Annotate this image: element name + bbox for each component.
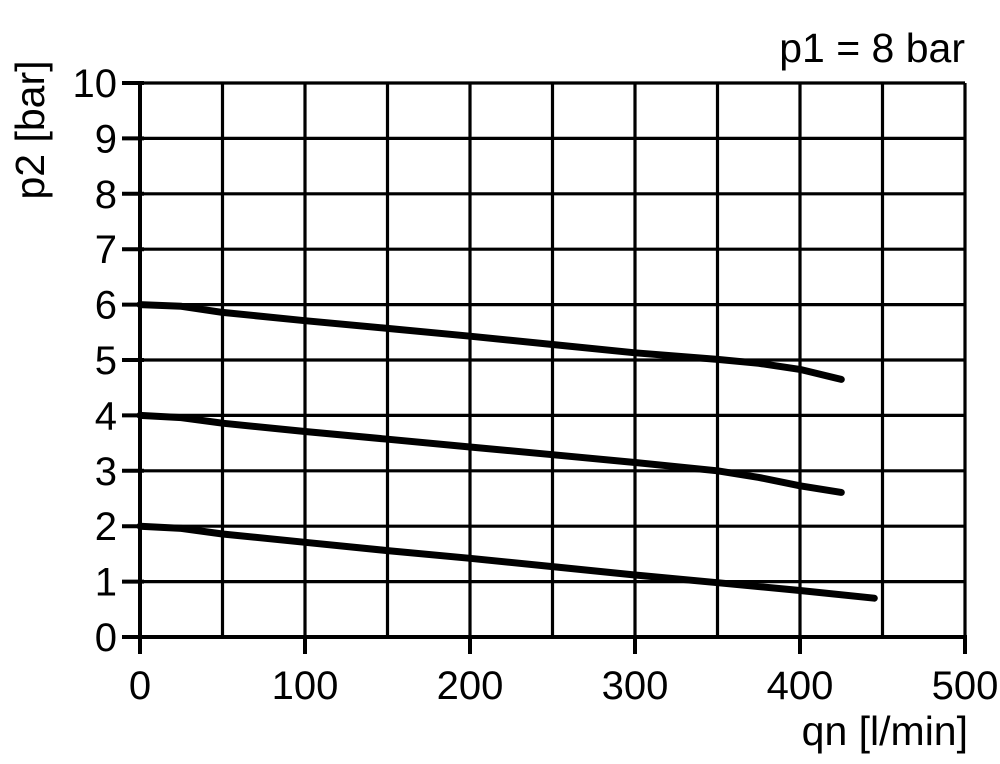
y-tick-label: 2 [95,505,117,549]
y-axis-label: p2 [bar] [7,60,53,199]
x-tick-label: 300 [602,664,669,708]
x-tick-label: 500 [932,664,999,708]
y-tick-label: 9 [95,117,117,161]
data-curve-curve-start-4-bar [136,411,845,496]
data-curves [136,301,878,602]
x-tick-label: 100 [272,664,339,708]
x-tick-label: 400 [767,664,834,708]
y-tick-label: 0 [95,616,117,660]
gridlines [138,81,967,639]
y-tick-label: 3 [95,450,117,494]
y-tick-label: 6 [95,284,117,328]
x-tick-label: 0 [129,664,151,708]
y-tick-label: 4 [95,394,117,438]
x-tick-label: 200 [437,664,504,708]
data-curve-curve-start-2-bar [136,522,878,602]
y-tick-label: 5 [95,339,117,383]
y-tick-label: 8 [95,173,117,217]
y-tick-label: 7 [95,228,117,272]
x-axis-label: qn [l/min] [802,708,968,754]
data-curve-curve-start-6-bar [136,301,845,383]
y-tick-label: 1 [95,561,117,605]
y-tick-label: 10 [73,62,118,106]
chart-title: p1 = 8 bar [779,25,965,71]
